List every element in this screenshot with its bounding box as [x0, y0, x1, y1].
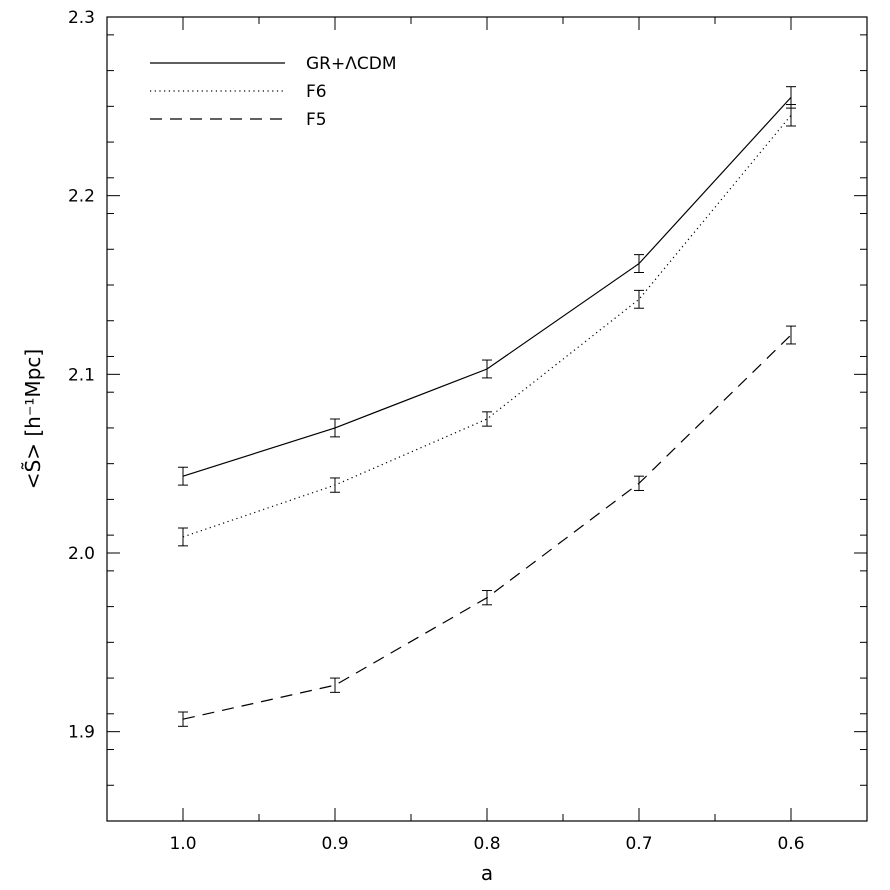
- error-bar: [178, 466, 188, 486]
- error-bar: [330, 677, 340, 693]
- error-bar: [786, 104, 796, 127]
- x-tick-label: 0.8: [473, 834, 500, 854]
- x-axis-label: a: [481, 861, 493, 885]
- error-bar: [634, 289, 644, 309]
- series-line-dotted: [182, 114, 792, 538]
- y-tick-label: 2.3: [68, 8, 95, 28]
- error-bar: [634, 475, 644, 491]
- error-bar: [330, 477, 340, 493]
- series-layer: [178, 86, 796, 727]
- y-tick-label: 2.1: [68, 365, 95, 385]
- error-bar: [634, 254, 644, 273]
- error-bar: [482, 411, 492, 427]
- x-tick-label: 1.0: [169, 834, 196, 854]
- y-tick-label: 1.9: [68, 723, 95, 743]
- error-bar: [482, 359, 492, 379]
- legend-label: F6: [306, 82, 327, 102]
- y-tick-label: 2.0: [68, 544, 95, 564]
- error-bar: [330, 418, 340, 438]
- y-axis-label: <S̃> [h⁻¹Mpc]: [21, 349, 45, 489]
- error-bar: [178, 527, 188, 547]
- error-bar: [178, 711, 188, 727]
- x-tick-label: 0.9: [321, 834, 348, 854]
- legend-label: F5: [306, 110, 327, 130]
- y-tick-label: 2.2: [68, 187, 95, 207]
- axis-ticks: 1.0 0.9 0.8 0.7 0.6 1.9 2.0 2.1 2.2 2.3: [68, 8, 868, 854]
- series-line-dashed: [182, 334, 792, 720]
- x-tick-label: 0.7: [625, 834, 652, 854]
- error-bar: [786, 325, 796, 345]
- legend-label: GR+ΛCDM: [306, 54, 397, 74]
- legend: GR+ΛCDM F6 F5: [150, 54, 397, 130]
- error-bar: [482, 590, 492, 606]
- x-tick-label: 0.6: [777, 834, 804, 854]
